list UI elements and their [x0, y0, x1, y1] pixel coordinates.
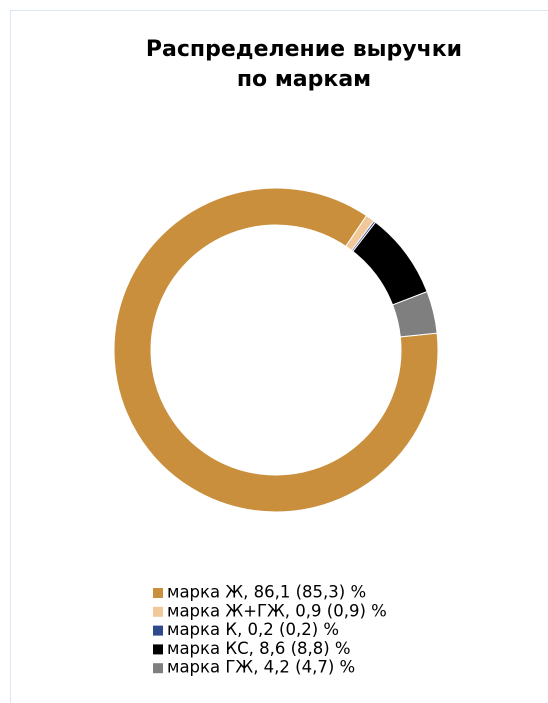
donut-slice — [113, 187, 439, 513]
legend-swatch — [153, 644, 163, 655]
donut-slice — [391, 290, 438, 338]
legend-label: марка ГЖ, 4,2 (4,7) % — [167, 658, 355, 677]
legend-swatch — [153, 588, 163, 598]
legend-swatch — [153, 606, 163, 617]
legend-label: марка Ж, 86,1 (85,3) % — [167, 583, 366, 602]
legend-label: марка К, 0,2 (0,2) % — [167, 620, 339, 639]
chart-frame — [10, 10, 548, 703]
chart-title: по маркам — [237, 67, 371, 92]
legend-label: марка КС, 8,6 (8,8) % — [167, 639, 351, 658]
legend-swatch — [153, 625, 163, 636]
legend-label: марка Ж+ГЖ, 0,9 (0,9) % — [167, 601, 387, 620]
legend-swatch — [153, 663, 163, 674]
chart-title: Распределение выручки — [146, 37, 462, 62]
